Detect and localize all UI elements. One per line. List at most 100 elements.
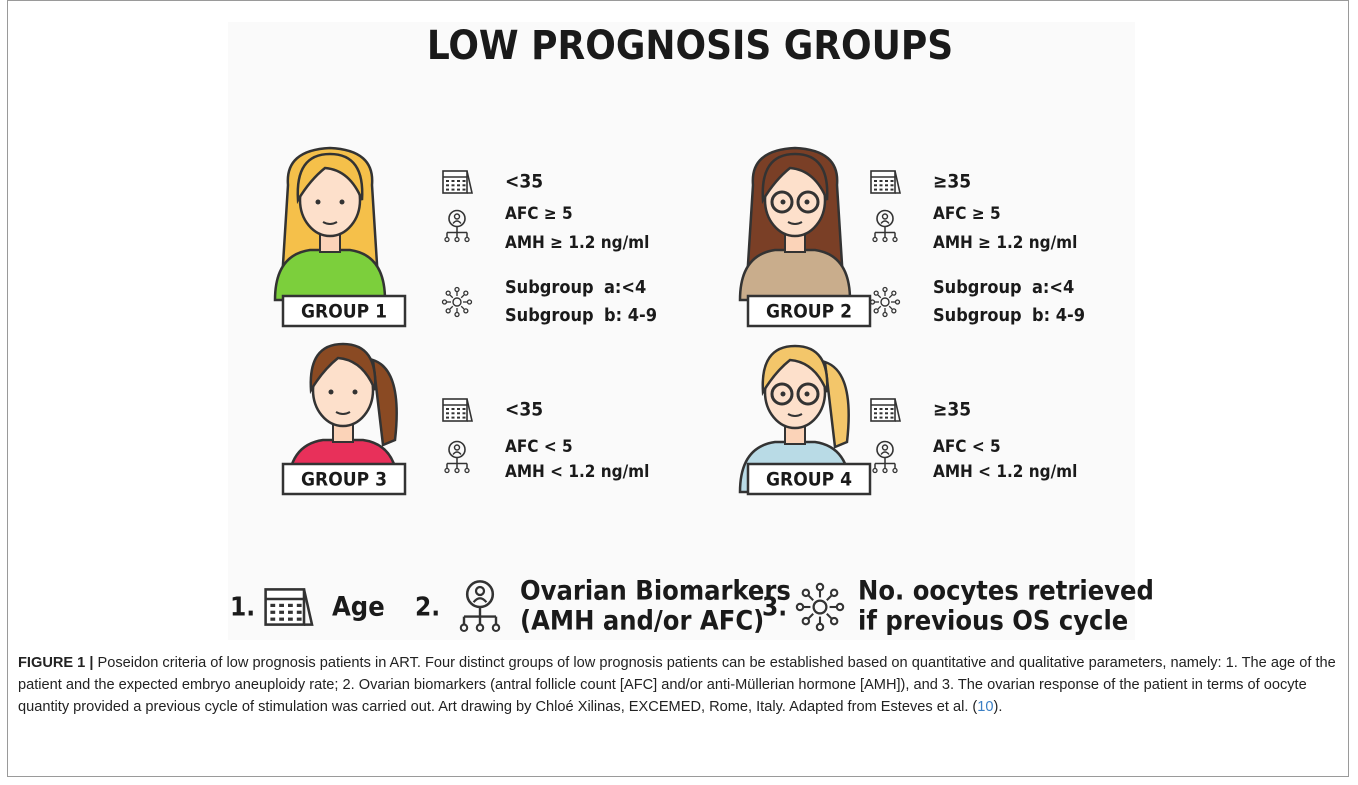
age-icon	[871, 399, 900, 421]
icon-part	[297, 604, 302, 607]
icon-part	[885, 180, 888, 182]
afc-criterion: AFC ≥ 5	[933, 204, 1001, 224]
subgroup-range: a:<4	[1032, 277, 1074, 298]
legend-text: Age	[332, 592, 385, 623]
caption: FIGURE 1 | Poseidon criteria of low prog…	[18, 652, 1340, 718]
icon-part	[452, 417, 455, 419]
icon-part	[270, 611, 275, 614]
avatar-eye	[316, 200, 321, 205]
icon-part	[880, 184, 883, 186]
icon-part	[874, 189, 877, 191]
group-label: GROUP 2	[766, 301, 852, 323]
icon-part	[891, 180, 894, 182]
icon-part	[880, 412, 883, 414]
figure: LOW PROGNOSIS GROUPS GROUP 1 <35 AFC ≥ 5 AM…	[0, 0, 1358, 650]
icon-part	[452, 412, 455, 414]
icon-part	[463, 184, 466, 186]
icon-part	[874, 417, 877, 419]
icon-part	[288, 611, 293, 614]
figure-background	[228, 22, 1135, 640]
avatar-eye	[805, 392, 810, 397]
icon-part	[891, 408, 894, 410]
icon-part	[446, 189, 449, 191]
age-icon	[443, 399, 472, 421]
group-label: GROUP 3	[301, 469, 387, 491]
icon-part	[446, 184, 449, 186]
icon-part	[885, 417, 888, 419]
icon-part	[463, 417, 466, 419]
icon-part	[891, 412, 894, 414]
legend-text: Ovarian Biomarkers	[520, 576, 791, 607]
legend-number: 2.	[415, 593, 440, 623]
icon-part	[457, 417, 460, 419]
group-label: GROUP 4	[766, 469, 852, 491]
amh-criterion: AMH ≥ 1.2 ng/ml	[933, 233, 1077, 253]
age-criterion: <35	[505, 171, 543, 193]
subgroup-name: Subgroup	[505, 305, 594, 326]
caption-reference[interactable]: 10	[977, 699, 993, 715]
icon-part	[457, 184, 460, 186]
icon-part	[270, 604, 275, 607]
caption-label: FIGURE 1 |	[18, 655, 93, 671]
icon-part	[288, 604, 293, 607]
icon-part	[452, 184, 455, 186]
icon-part	[457, 412, 460, 414]
age-criterion: ≥35	[933, 399, 971, 421]
icon-part	[874, 184, 877, 186]
icon-part	[463, 180, 466, 182]
age-criterion: ≥35	[933, 171, 971, 193]
legend-text: No. oocytes retrieved	[858, 576, 1154, 607]
caption-text-end: ).	[994, 699, 1003, 715]
icon-part	[457, 408, 460, 410]
caption-text: Poseidon criteria of low prognosis patie…	[18, 655, 1336, 715]
figure-title: LOW PROGNOSIS GROUPS	[427, 23, 953, 69]
icon-part	[874, 412, 877, 414]
avatar-body	[275, 250, 385, 300]
group-label: GROUP 1	[301, 301, 387, 323]
avatar	[275, 148, 385, 300]
age-criterion: <35	[505, 399, 543, 421]
page: LOW PROGNOSIS GROUPS GROUP 1 <35 AFC ≥ 5 AM…	[0, 0, 1358, 785]
avatar-eye	[340, 200, 345, 205]
avatar-eye	[805, 200, 810, 205]
legend-text: if previous OS cycle	[858, 606, 1128, 637]
icon-part	[885, 189, 888, 191]
icon-part	[874, 180, 877, 182]
icon-part	[880, 180, 883, 182]
icon-part	[880, 408, 883, 410]
icon-part	[297, 611, 302, 614]
legend-number: 3.	[762, 593, 787, 623]
icon-part	[463, 412, 466, 414]
avatar-eye	[329, 390, 334, 395]
legend-number: 1.	[230, 593, 255, 623]
avatar-eye	[353, 390, 358, 395]
icon-part	[457, 180, 460, 182]
icon-part	[446, 408, 449, 410]
icon-part	[874, 408, 877, 410]
icon-part	[457, 189, 460, 191]
subgroup-range: b: 4-9	[1032, 305, 1085, 326]
icon-part	[452, 189, 455, 191]
icon-part	[885, 412, 888, 414]
amh-criterion: AMH < 1.2 ng/ml	[505, 462, 649, 482]
icon-part	[880, 189, 883, 191]
icon-part	[452, 180, 455, 182]
icon-part	[880, 417, 883, 419]
afc-criterion: AFC < 5	[933, 437, 1001, 457]
amh-criterion: AMH < 1.2 ng/ml	[933, 462, 1077, 482]
icon-part	[446, 412, 449, 414]
icon-part	[297, 618, 302, 621]
icon-part	[891, 189, 894, 191]
subgroup-name: Subgroup	[933, 305, 1022, 326]
icon-part	[446, 417, 449, 419]
icon-part	[279, 618, 284, 621]
avatar-body	[740, 250, 850, 300]
icon-part	[270, 618, 275, 621]
avatar-eye	[781, 200, 786, 205]
icon-part	[288, 618, 293, 621]
subgroup-name: Subgroup	[933, 277, 1022, 298]
icon-part	[885, 184, 888, 186]
age-icon	[871, 171, 900, 193]
icon-part	[463, 189, 466, 191]
icon-part	[279, 604, 284, 607]
